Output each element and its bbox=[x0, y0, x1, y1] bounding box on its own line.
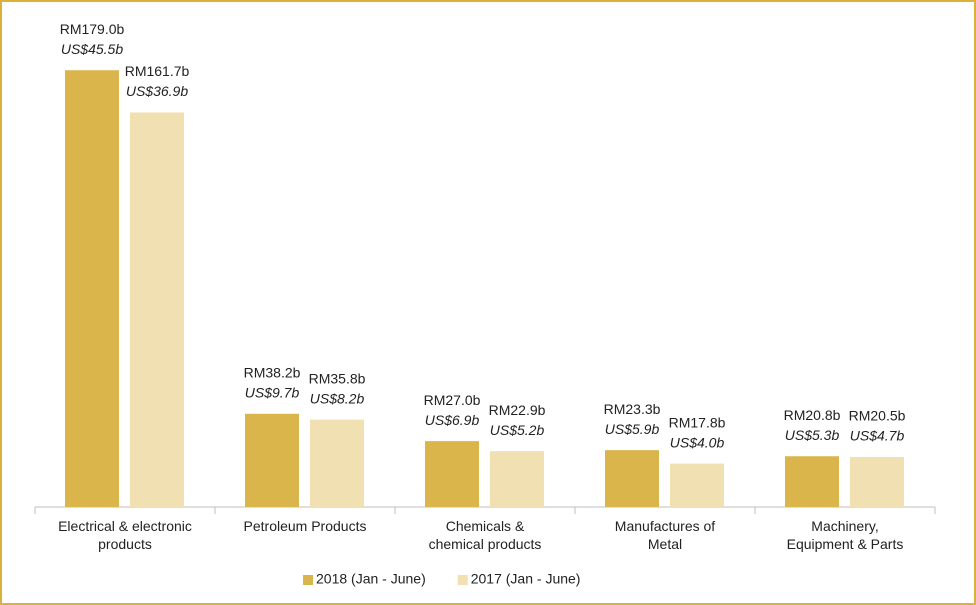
bar bbox=[310, 419, 364, 507]
x-tick-label: Machinery, Equipment & Parts bbox=[786, 518, 904, 552]
value-label: RM20.5b bbox=[849, 408, 906, 424]
usd-label: US$4.7b bbox=[850, 428, 905, 444]
value-label: RM38.2b bbox=[244, 364, 301, 380]
legend-swatch bbox=[303, 575, 313, 585]
bar bbox=[425, 441, 479, 507]
bar bbox=[670, 463, 724, 507]
usd-label: US$8.2b bbox=[310, 390, 365, 406]
x-tick-label: Chemicals & chemical products bbox=[428, 518, 542, 552]
bar bbox=[130, 112, 184, 508]
value-label: RM27.0b bbox=[424, 392, 481, 408]
usd-label: US$5.9b bbox=[605, 421, 660, 437]
bar bbox=[245, 413, 299, 507]
usd-label: US$6.9b bbox=[425, 412, 480, 428]
x-tick-label: Petroleum Products bbox=[243, 518, 367, 534]
legend-label: 2018 (Jan - June) bbox=[316, 571, 426, 587]
usd-label: US$5.3b bbox=[785, 427, 840, 443]
value-label: RM161.7b bbox=[125, 63, 190, 79]
bar bbox=[65, 70, 119, 508]
value-label: RM22.9b bbox=[489, 402, 546, 418]
usd-label: US$36.9b bbox=[126, 83, 188, 99]
bar bbox=[850, 456, 904, 507]
usd-label: US$4.0b bbox=[670, 434, 725, 450]
usd-label: US$9.7b bbox=[245, 384, 300, 400]
x-tick-label: Electrical & electronic products bbox=[58, 518, 192, 552]
bar bbox=[490, 451, 544, 507]
legend-label: 2017 (Jan - June) bbox=[471, 571, 581, 587]
value-label: RM35.8b bbox=[309, 370, 366, 386]
value-label: RM179.0b bbox=[60, 21, 125, 37]
x-tick-label: Manufactures of Metal bbox=[614, 518, 716, 552]
value-label: RM17.8b bbox=[669, 414, 726, 430]
usd-label: US$45.5b bbox=[61, 41, 123, 57]
bar bbox=[785, 456, 839, 507]
usd-label: US$5.2b bbox=[490, 422, 545, 438]
value-label: RM20.8b bbox=[784, 407, 841, 423]
bar bbox=[605, 450, 659, 507]
value-label: RM23.3b bbox=[604, 401, 661, 417]
legend-swatch bbox=[457, 575, 468, 585]
